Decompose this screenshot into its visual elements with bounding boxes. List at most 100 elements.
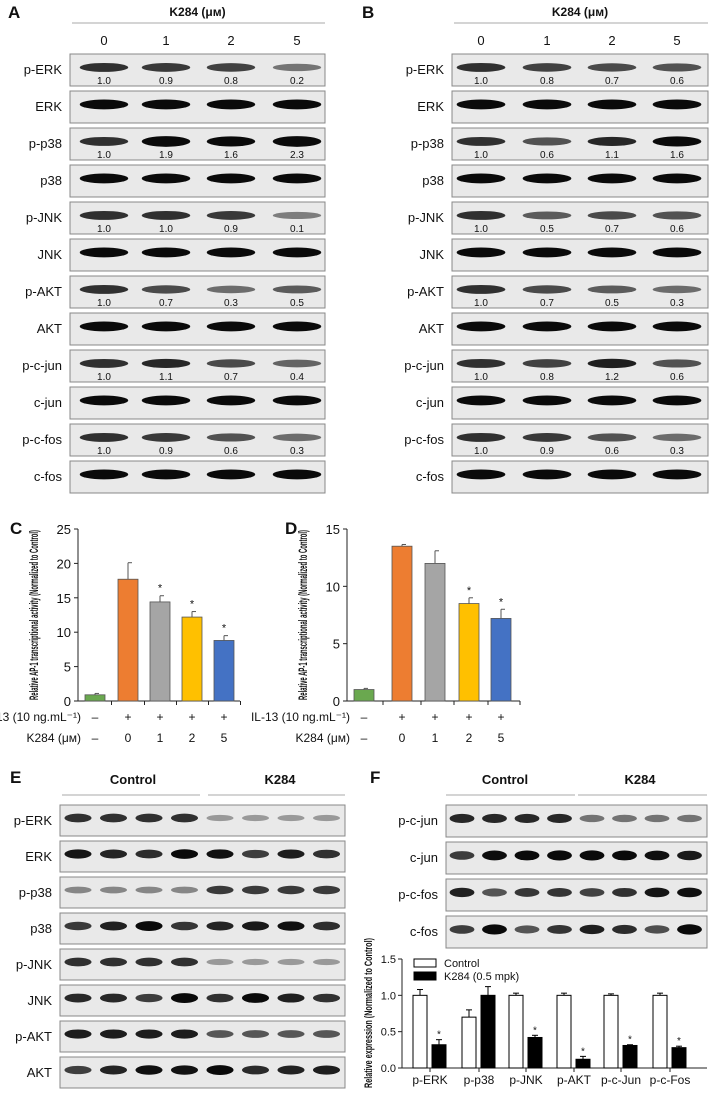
blot-band — [449, 925, 475, 934]
blot-band — [272, 285, 322, 294]
bar-control — [508, 994, 524, 1069]
blot-label: p38 — [30, 921, 52, 936]
blot-band — [64, 813, 92, 823]
blot-band — [587, 469, 637, 480]
quant-value: 0.1 — [290, 224, 304, 235]
blot-band — [644, 814, 670, 823]
blot-band — [449, 813, 475, 824]
quant-value: 1.0 — [97, 150, 111, 161]
quant-value: 0.5 — [540, 224, 554, 235]
blot-band — [449, 887, 475, 898]
blot-band — [206, 433, 256, 442]
blot-jnk — [59, 984, 346, 1017]
quant-value: 0.3 — [670, 446, 684, 457]
blot-band — [456, 284, 506, 294]
blot-jnk — [69, 238, 326, 272]
blot-band — [141, 433, 191, 442]
il13-value: + — [156, 710, 163, 724]
panel-letter: F — [370, 768, 380, 787]
x-tick-label: p-ERK — [412, 1073, 447, 1087]
blot-band — [79, 432, 129, 442]
blot-band — [587, 358, 637, 369]
blot-band — [206, 173, 256, 184]
blot-band — [652, 99, 702, 110]
blot-band — [241, 814, 270, 822]
blot-label: c-jun — [34, 395, 62, 410]
blot-band — [482, 924, 507, 935]
blot-band — [514, 813, 540, 824]
blot-band — [522, 211, 572, 220]
blot-band — [141, 99, 191, 110]
blot-band — [135, 1029, 163, 1039]
blot-band — [141, 285, 191, 294]
blot-band — [206, 321, 256, 332]
blot-band — [579, 888, 605, 897]
blot-band — [652, 211, 702, 220]
blot-c-jun — [445, 841, 708, 875]
quant-value: 1.0 — [474, 76, 488, 87]
panel-letter: A — [8, 3, 20, 22]
blot-band — [99, 886, 128, 894]
y-tick-label: 1.5 — [381, 954, 396, 966]
blot-label: p-p38 — [19, 885, 52, 900]
blot-band — [522, 395, 572, 406]
lane-label: 5 — [673, 33, 680, 48]
blot-p-erk — [451, 53, 709, 87]
bar — [117, 578, 139, 702]
quant-value: 1.0 — [97, 446, 111, 457]
k284-value: 1 — [432, 731, 439, 745]
blot-band — [587, 433, 637, 442]
blot-band — [587, 211, 637, 220]
y-tick-label: 10 — [57, 625, 71, 640]
blot-band — [79, 173, 129, 184]
il13-value: + — [188, 710, 195, 724]
blot-band — [141, 173, 191, 184]
blot-band — [277, 958, 305, 966]
blot-label: p-c-fos — [22, 432, 62, 447]
lane-label: 1 — [162, 33, 169, 48]
group-label-k284: K284 — [264, 772, 296, 787]
blot-label: p-JNK — [16, 957, 52, 972]
blot-band — [312, 849, 341, 859]
blot-band — [206, 1065, 234, 1075]
blot-band — [587, 395, 637, 406]
blot-band — [64, 993, 92, 1003]
x-tick-label: p-c-Jun — [601, 1073, 641, 1087]
il13-value: + — [465, 710, 472, 724]
blot-label: p-AKT — [407, 284, 444, 299]
blot-band — [79, 358, 129, 368]
blot-band — [456, 136, 506, 146]
blot-band — [312, 1065, 341, 1075]
blot-band — [170, 921, 199, 931]
blot-p-akt — [451, 275, 709, 309]
blot-p-c-jun — [69, 349, 326, 383]
y-tick-label: 10 — [326, 579, 340, 594]
bar-control — [412, 994, 428, 1069]
blot-band — [170, 957, 199, 967]
blot-band — [241, 958, 270, 966]
quant-value: 0.6 — [605, 446, 619, 457]
blot-band — [547, 850, 572, 861]
lane-label: 0 — [100, 33, 107, 48]
blot-band — [135, 849, 163, 859]
quant-value: 0.8 — [540, 372, 554, 383]
blot-band — [170, 1065, 199, 1075]
blot-band — [206, 885, 234, 895]
blot-label: p-c-fos — [398, 887, 438, 902]
blot-akt — [451, 312, 709, 346]
blot-label: p-c-jun — [398, 813, 438, 828]
significance-asterisk: * — [533, 1025, 537, 1036]
blot-label: ERK — [417, 99, 444, 114]
blot-band — [272, 359, 322, 368]
blot-band — [64, 1065, 92, 1075]
blot-band — [206, 921, 234, 931]
blot-p-akt — [59, 1020, 346, 1053]
blot-band — [522, 469, 572, 480]
quant-value: 0.9 — [159, 446, 173, 457]
blot-label: c-fos — [34, 469, 63, 484]
blot-erk — [59, 840, 346, 873]
blot-label: ERK — [25, 849, 52, 864]
y-tick-label: 5 — [333, 637, 340, 652]
blot-p-jnk — [451, 201, 709, 235]
blot-band — [64, 886, 92, 894]
